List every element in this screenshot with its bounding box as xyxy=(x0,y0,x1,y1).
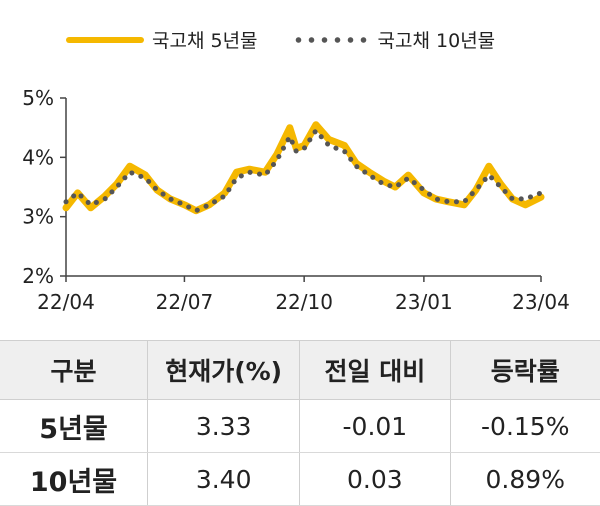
table-row: 10년물 3.40 0.03 0.89% xyxy=(0,452,600,506)
table-row: 5년물 3.33 -0.01 -0.15% xyxy=(0,399,600,453)
y-tick-label: 4% xyxy=(22,145,54,169)
row-current-price: 3.33 xyxy=(147,399,300,453)
row-change-rate: 0.89% xyxy=(449,452,600,506)
y-tick-labels: 2% 3% 4% 5% xyxy=(22,86,54,288)
row-current-price: 3.40 xyxy=(147,452,300,506)
row-change-rate: -0.15% xyxy=(449,399,600,453)
chart-legend: 국고채 5년물 국고채 10년물 xyxy=(66,26,529,53)
y-tick-label: 3% xyxy=(22,205,54,229)
y-tick-label: 5% xyxy=(22,86,54,110)
legend-label-10y: 국고채 10년물 xyxy=(377,30,496,52)
yield-summary-table: 구분 현재가(%) 전일 대비 등락률 5년물 3.33 -0.01 -0.15… xyxy=(0,340,600,506)
legend-swatch-5y xyxy=(66,36,144,43)
yield-line-chart: 2% 3% 4% 5% 22/04 22/07 22/10 23/01 23/04 xyxy=(22,86,570,314)
x-tick-labels: 22/04 22/07 22/10 23/01 23/04 xyxy=(37,290,570,314)
x-tick-label: 23/01 xyxy=(395,290,453,314)
header-category: 구분 xyxy=(0,340,148,400)
x-tick-label: 23/04 xyxy=(512,290,570,314)
table-header-row: 구분 현재가(%) 전일 대비 등락률 xyxy=(0,340,600,400)
y-tick-label: 2% xyxy=(22,264,54,288)
header-day-change: 전일 대비 xyxy=(299,340,450,400)
legend-item-5y: 국고채 5년물 xyxy=(66,26,258,53)
x-tick-label: 22/04 xyxy=(37,290,95,314)
legend-label-5y: 국고채 5년물 xyxy=(152,30,258,52)
series-5y-line xyxy=(62,121,545,215)
x-tick-label: 22/07 xyxy=(156,290,214,314)
row-label: 5년물 xyxy=(0,399,148,453)
legend-item-10y: 국고채 10년물 xyxy=(291,26,496,53)
row-day-change: -0.01 xyxy=(299,399,450,453)
header-change-rate: 등락률 xyxy=(449,340,600,400)
series-lines xyxy=(62,121,545,215)
row-label: 10년물 xyxy=(0,452,148,506)
header-current-price: 현재가(%) xyxy=(147,340,300,400)
x-tick-label: 22/10 xyxy=(275,290,333,314)
legend-swatch-10y xyxy=(291,36,370,43)
row-day-change: 0.03 xyxy=(299,452,450,506)
chart-axes xyxy=(60,97,542,282)
series-10y-line xyxy=(63,128,544,214)
